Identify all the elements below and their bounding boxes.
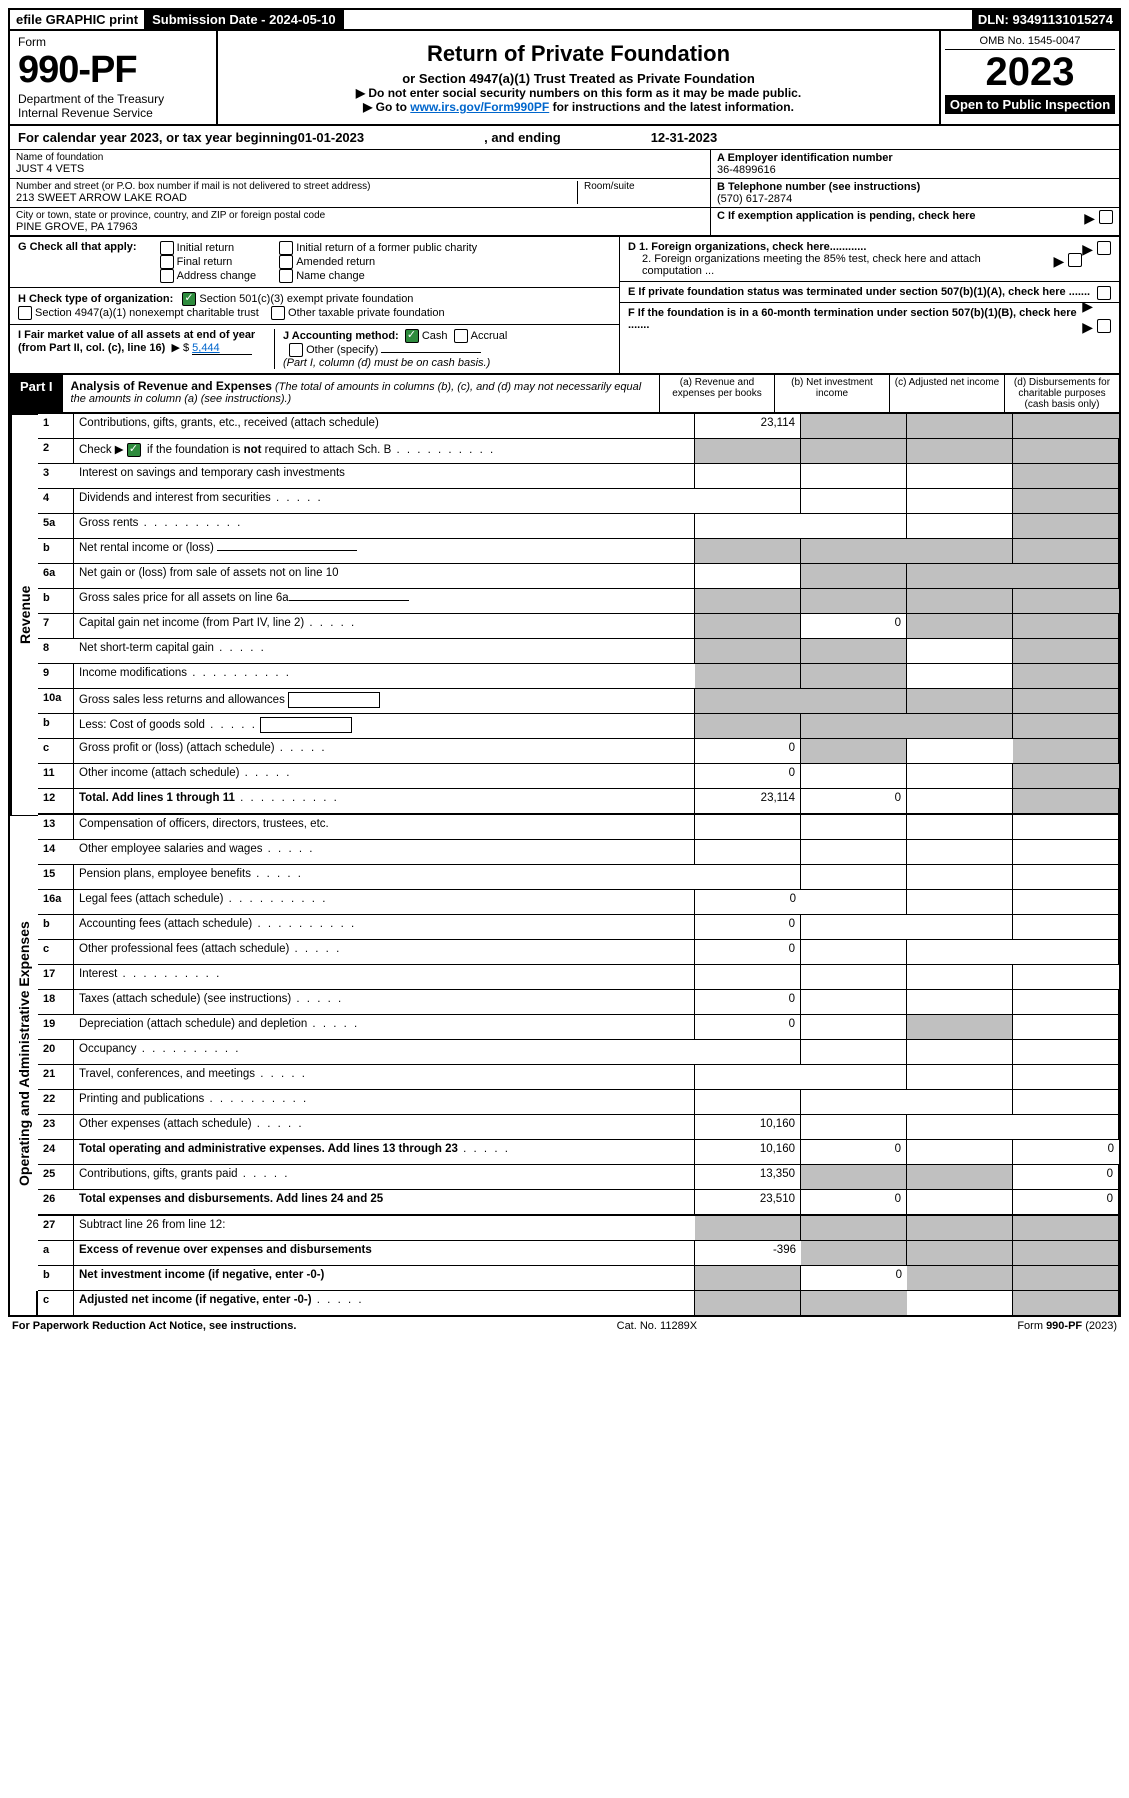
g-addr-checkbox[interactable] (160, 269, 174, 283)
d-row: D 1. Foreign organizations, check here..… (620, 237, 1119, 282)
paperwork-notice: For Paperwork Reduction Act Notice, see … (12, 1320, 296, 1332)
c-checkbox[interactable] (1099, 210, 1113, 224)
h-other-tax-checkbox[interactable] (271, 306, 285, 320)
c-label: C If exemption application is pending, c… (717, 210, 976, 222)
check-section: G Check all that apply: Initial return F… (8, 236, 1121, 375)
form-header: Form 990-PF Department of the Treasury I… (8, 31, 1121, 126)
ij-row: I Fair market value of all assets at end… (10, 325, 619, 373)
d2-checkbox[interactable] (1068, 253, 1082, 267)
top-bar: efile GRAPHIC print Submission Date - 20… (8, 8, 1121, 31)
col-b-header: (b) Net investment income (774, 375, 889, 412)
calendar-year-row: For calendar year 2023, or tax year begi… (8, 126, 1121, 150)
g-initial-checkbox[interactable] (160, 241, 174, 255)
col-a-header: (a) Revenue and expenses per books (659, 375, 774, 412)
entity-block: Name of foundation JUST 4 VETS A Employe… (8, 150, 1121, 236)
g-final-checkbox[interactable] (160, 255, 174, 269)
instr-1: ▶ Do not enter social security numbers o… (224, 86, 933, 100)
f-row: F If the foundation is in a 60-month ter… (620, 303, 1119, 335)
j-cash-checkbox[interactable] (405, 329, 419, 343)
phone-value: (570) 617-2874 (717, 193, 792, 205)
h-4947-checkbox[interactable] (18, 306, 32, 320)
phone-label: B Telephone number (see instructions) (717, 181, 920, 193)
g-row: G Check all that apply: Initial return F… (10, 237, 619, 288)
g-former-checkbox[interactable] (279, 241, 293, 255)
addr-label: Number and street (or P.O. box number if… (16, 181, 577, 192)
col-c-header: (c) Adjusted net income (889, 375, 1004, 412)
g-amended-checkbox[interactable] (279, 255, 293, 269)
irs-label: Internal Revenue Service (18, 106, 208, 120)
open-public-badge: Open to Public Inspection (945, 95, 1115, 114)
address: 213 SWEET ARROW LAKE ROAD (16, 192, 577, 204)
expenses-side-label: Operating and Administrative Expenses (10, 815, 38, 1291)
ein-value: 36-4899616 (717, 164, 776, 176)
form-ref: Form 990-PF (2023) (1017, 1320, 1117, 1332)
city-value: PINE GROVE, PA 17963 (16, 221, 704, 233)
part1-label: Part I (10, 375, 63, 412)
part1-table: Revenue 1Contributions, gifts, grants, e… (8, 414, 1121, 1317)
h-row: H Check type of organization: Section 50… (10, 288, 619, 325)
dept-label: Department of the Treasury (18, 92, 208, 106)
dln-label: DLN: 93491131015274 (972, 10, 1119, 29)
form-subtitle: or Section 4947(a)(1) Trust Treated as P… (224, 71, 933, 86)
instructions-link[interactable]: www.irs.gov/Form990PF (410, 100, 549, 114)
e-checkbox[interactable] (1097, 286, 1111, 300)
revenue-side-label: Revenue (10, 414, 38, 815)
part1-header: Part I Analysis of Revenue and Expenses … (8, 375, 1121, 414)
foundation-name: JUST 4 VETS (16, 163, 704, 175)
name-label: Name of foundation (16, 152, 704, 163)
cat-no: Cat. No. 11289X (617, 1320, 698, 1332)
room-label: Room/suite (584, 181, 704, 192)
ein-label: A Employer identification number (717, 152, 893, 164)
j-other-checkbox[interactable] (289, 343, 303, 357)
col-d-header: (d) Disbursements for charitable purpose… (1004, 375, 1119, 412)
form-title: Return of Private Foundation (224, 41, 933, 67)
e-row: E If private foundation status was termi… (620, 282, 1119, 303)
omb-number: OMB No. 1545-0047 (945, 35, 1115, 50)
city-label: City or town, state or province, country… (16, 210, 704, 221)
submission-date: Submission Date - 2024-05-10 (146, 10, 344, 29)
page-footer: For Paperwork Reduction Act Notice, see … (8, 1317, 1121, 1335)
form-number: 990-PF (18, 49, 208, 92)
fmv-link[interactable]: 5,444 (192, 342, 252, 355)
efile-print-button[interactable]: efile GRAPHIC print (10, 10, 146, 29)
j-accrual-checkbox[interactable] (454, 329, 468, 343)
tax-year: 2023 (945, 50, 1115, 95)
form-label: Form (18, 35, 208, 49)
g-name-checkbox[interactable] (279, 269, 293, 283)
instr-2: ▶ Go to www.irs.gov/Form990PF for instru… (224, 100, 933, 114)
h-501c3-checkbox[interactable] (182, 292, 196, 306)
schb-checkbox[interactable] (127, 443, 141, 457)
d1-checkbox[interactable] (1097, 241, 1111, 255)
f-checkbox[interactable] (1097, 319, 1111, 333)
